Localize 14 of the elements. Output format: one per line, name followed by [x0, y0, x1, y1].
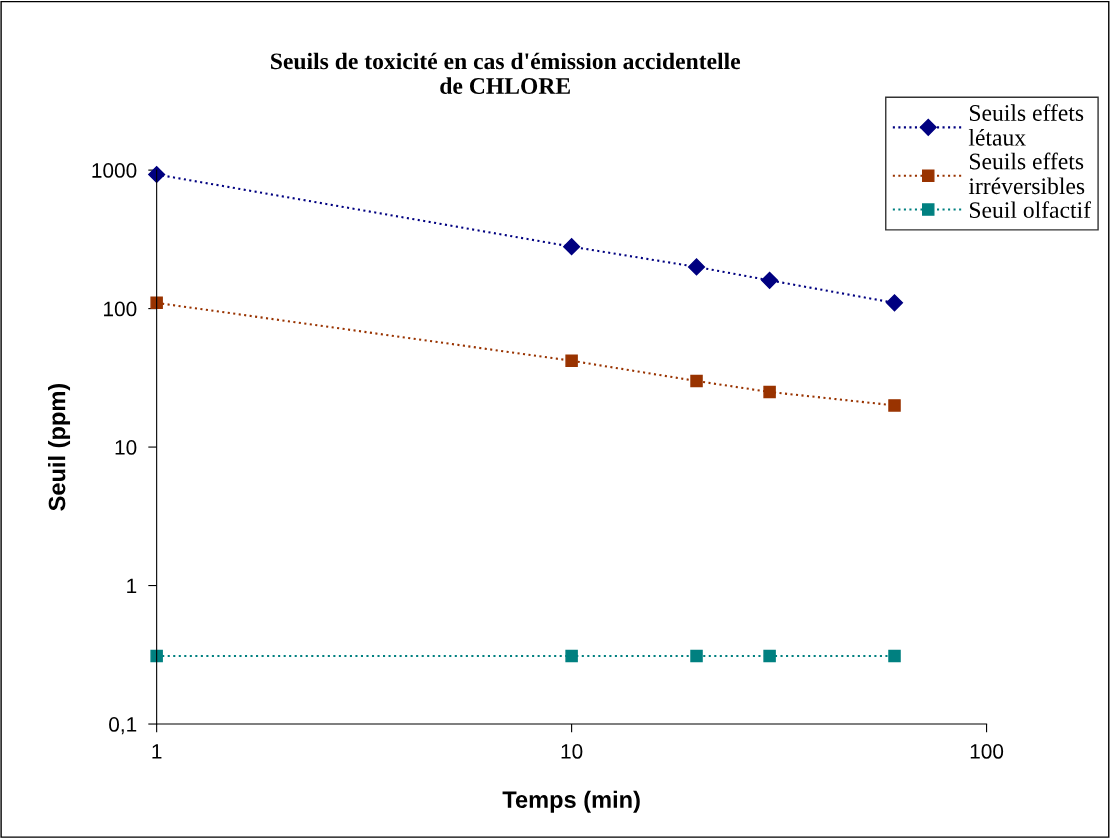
y-tick-label: 0,1 — [109, 717, 137, 735]
y-tick-label: 1000 — [92, 163, 137, 178]
x-tick-label: 1 — [152, 744, 162, 759]
chart-title: Seuils de toxicité en cas d'émission accidentelle de CHLORE — [271, 52, 741, 94]
legend-label: Seuil olfactif — [969, 201, 1091, 219]
y-tick-label: 1 — [127, 578, 137, 594]
legend-label: Seuils effets irréversibles — [968, 152, 1085, 195]
y-tick-label: 10 — [115, 440, 137, 455]
x-tick-label: 100 — [970, 744, 1004, 759]
x-tick-label: 10 — [561, 744, 583, 759]
legend-label: Seuils effets létaux — [968, 104, 1084, 146]
y-axis-title: Seuil (ppm) — [48, 383, 71, 511]
y-tick-label: 100 — [104, 301, 137, 317]
x-axis-title: Temps (min) — [502, 790, 640, 813]
